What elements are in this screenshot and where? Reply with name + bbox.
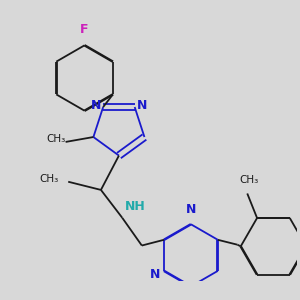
Text: NH: NH [125,200,146,213]
Text: N: N [186,203,197,216]
Text: CH₃: CH₃ [47,134,66,144]
Text: N: N [150,268,160,281]
Text: CH₃: CH₃ [239,175,259,185]
Text: N: N [91,99,101,112]
Text: N: N [137,99,147,112]
Text: F: F [80,23,89,36]
Text: CH₃: CH₃ [39,174,58,184]
